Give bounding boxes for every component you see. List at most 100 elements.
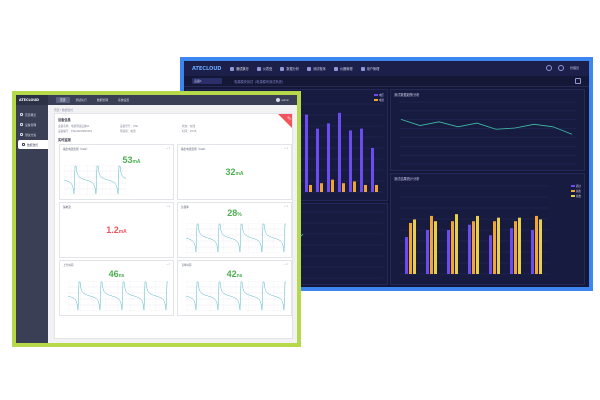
nav-icon (280, 66, 285, 71)
tab-data[interactable]: 数据管理 (96, 98, 109, 102)
chart-bar (451, 221, 454, 274)
dark-nav-item[interactable]: 仪表盘 (256, 66, 272, 71)
line-chart-panel: 测试数据趋势分析 (390, 89, 585, 171)
tab-execution[interactable]: 测试执行 (75, 98, 87, 102)
chart-bar (476, 215, 479, 274)
info-row: 设备名称：电源测试设备01 设备型号：ATE 状态：在线 (58, 124, 242, 128)
card-tools[interactable]: □ × (166, 263, 170, 266)
grouped-bar-chart (399, 185, 549, 275)
card-value: 42 (226, 269, 237, 279)
fullscreen-icon[interactable] (575, 78, 581, 84)
card-value-wrap: 46ns (60, 269, 173, 279)
card-value-wrap: 1.2mA (60, 225, 173, 235)
light-user-menu[interactable]: admin (276, 98, 289, 102)
card-title: 漏电流 (63, 206, 71, 209)
chart-bar (493, 221, 496, 274)
status-ribbon (278, 114, 292, 128)
chart-bar (531, 230, 534, 274)
grouped-bar-panel: 测试结果统计分析 通过 失败 总数 (390, 173, 585, 285)
info-cell: 测试项：电流 (120, 130, 136, 133)
chart-bar (497, 217, 500, 274)
help-icon[interactable] (545, 65, 552, 71)
dark-app-logo: ATECLOUD (192, 65, 222, 72)
chart-bar (327, 123, 330, 192)
info-row: 设备编号：PSU20230815001 测试项：电流 时间：10:25 (58, 129, 242, 133)
series-line (186, 281, 286, 311)
legend-swatch (570, 185, 575, 187)
card-value: 28 (227, 208, 238, 218)
card-value-wrap: 28% (178, 208, 291, 218)
card-unit: mA (235, 171, 244, 177)
tab-settings[interactable]: 系统设置 (118, 98, 130, 102)
sidebar-item-devices[interactable]: 设备管理 (16, 120, 48, 129)
line-chart (399, 101, 577, 165)
sidebar: ATECLOUD 首页概览 设备管理 测试方案 数据监控 (16, 95, 48, 343)
chart-bar (360, 128, 363, 192)
dark-subbar: 设备1 电源模块测试（电源模块测试系统） (184, 76, 589, 87)
nav-icon (256, 66, 261, 71)
card-value-wrap: 53mA (90, 155, 173, 165)
chart-bar (447, 230, 450, 274)
card-title: 输出电流监测（CH2） (181, 148, 207, 151)
dark-user-label[interactable]: 管理员 (569, 66, 579, 70)
dark-nav: 测试执行 仪表盘 数据分析 测试程序 仪器管理 用户管理 (230, 66, 379, 71)
main-content: 运行 设备信息 设备名称：电源测试设备01 设备型号：ATE 状态：在线 设备编… (54, 113, 293, 339)
device-select[interactable]: 设备1 (192, 78, 222, 84)
chart-bar (375, 184, 378, 192)
card-value: 46 (108, 269, 119, 279)
legend-swatch (373, 99, 378, 101)
chart-bar (455, 214, 458, 274)
sidebar-item-overview[interactable]: 首页概览 (16, 110, 48, 119)
card-value: 32 (225, 167, 236, 177)
card-unit: % (237, 212, 242, 218)
chart-bar (320, 183, 323, 192)
breadcrumb: 首页 / 数据监控 (54, 108, 74, 112)
chart-bar (409, 222, 412, 274)
light-app-logo: ATECLOUD (16, 95, 48, 105)
avatar-icon[interactable] (557, 65, 564, 71)
chart-bar (472, 221, 475, 274)
chart-bar (489, 235, 492, 274)
home-icon (20, 113, 23, 116)
card-tools[interactable]: □ × (284, 205, 288, 208)
dark-nav-item[interactable]: 数据分析 (280, 66, 299, 71)
card-unit: ns (236, 273, 243, 279)
card-tools[interactable]: □ × (166, 205, 170, 208)
series-line (400, 118, 573, 135)
card-unit: mA (118, 229, 127, 235)
card-tools[interactable]: □ × (284, 263, 288, 266)
chart-bar (364, 184, 367, 192)
dark-nav-item[interactable]: 仪器管理 (333, 66, 353, 71)
sidebar-item-plans[interactable]: 测试方案 (16, 130, 48, 139)
series-line (64, 165, 126, 195)
dark-nav-item[interactable]: 测试程序 (307, 66, 326, 71)
card-tools[interactable]: □ × (284, 147, 288, 150)
metric-card: 负载率 □ × 28% (177, 202, 292, 258)
metric-card: 输出电流监测（CH1） □ × 53mA (59, 144, 174, 200)
chart-bar (430, 215, 433, 274)
device-icon (20, 123, 23, 126)
cards-section-title: 实时监测 (58, 138, 71, 142)
avatar-icon (276, 98, 281, 102)
card-title: 下降时间 (181, 264, 192, 267)
card-unit: ns (118, 273, 125, 279)
chart-bar (305, 114, 308, 192)
info-cell: 时间：10:25 (182, 130, 197, 133)
dark-nav-item[interactable]: 用户管理 (360, 66, 379, 71)
metric-card: 下降时间 □ × 42ns (177, 260, 292, 316)
chart-bar (468, 224, 471, 274)
metric-card: 漏电流 □ × 1.2mA (59, 202, 174, 258)
chart-bar (514, 221, 517, 274)
info-cell: 设备编号：PSU20230815001 (58, 130, 93, 133)
legend-swatch (373, 94, 378, 96)
bar-legend: 电压 电流 (373, 93, 384, 102)
tab-home[interactable]: 首页 (56, 97, 70, 103)
dark-topbar-right: 管理员 (545, 65, 579, 71)
card-tools[interactable]: □ × (166, 147, 170, 150)
sidebar-item-monitor[interactable]: 数据监控 (18, 140, 48, 149)
nav-icon (230, 66, 234, 71)
chart-bar (309, 184, 312, 192)
list-icon (20, 133, 23, 136)
dark-nav-item[interactable]: 测试执行 (230, 66, 249, 71)
